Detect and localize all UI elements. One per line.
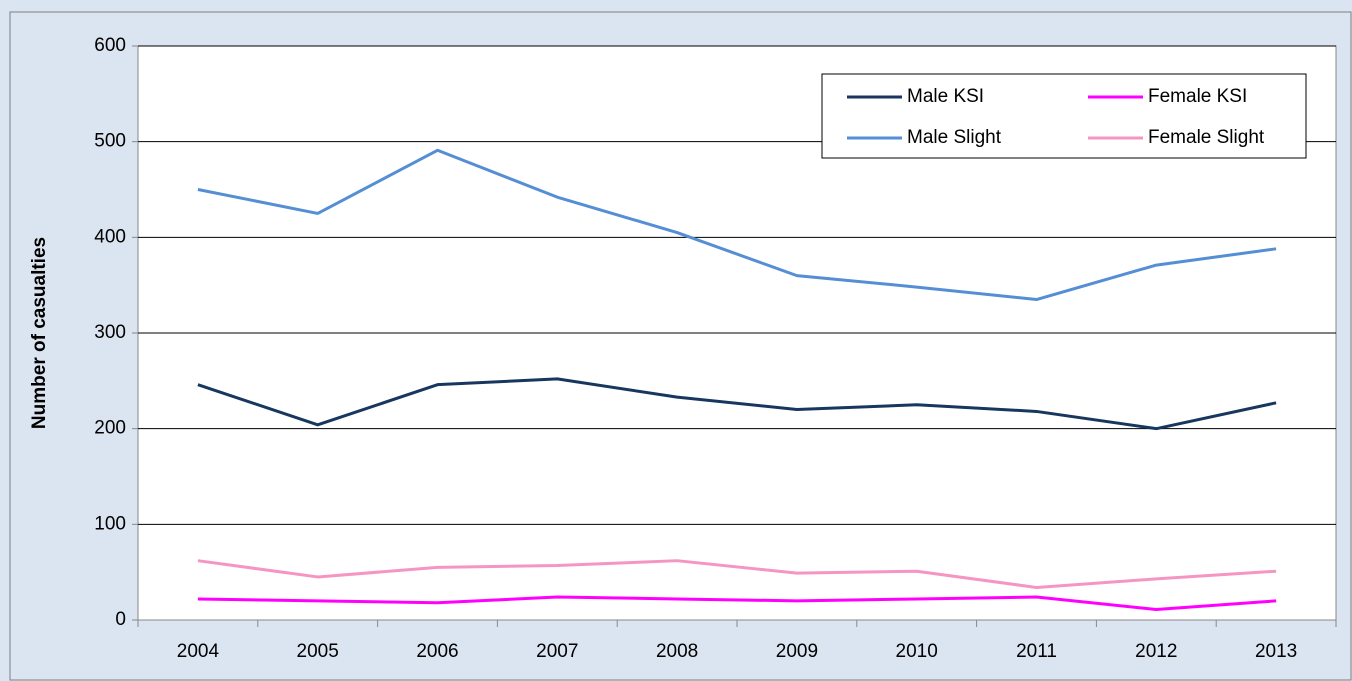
y-tick-label: 100 (94, 513, 126, 534)
legend-label: Female KSI (1148, 86, 1247, 107)
series-line (197, 377, 1277, 431)
y-tick-label: 400 (94, 226, 126, 247)
x-tick-label: 2004 (177, 641, 220, 662)
y-tick-label: 0 (115, 609, 126, 630)
legend-label: Female Slight (1148, 127, 1265, 148)
legend-label: Male Slight (907, 127, 1002, 148)
series-line (197, 148, 1277, 302)
y-tick-label: 500 (94, 131, 126, 152)
y-tick-label: 300 (94, 322, 126, 343)
legend-box (821, 73, 1307, 159)
x-tick-label: 2008 (656, 641, 698, 662)
x-tick-label: 2006 (416, 641, 458, 662)
x-tick-label: 2007 (536, 641, 578, 662)
x-tick-label: 2011 (1016, 641, 1057, 662)
x-tick-label: 2013 (1255, 641, 1297, 662)
series-line (197, 595, 1277, 611)
x-tick-label: 2010 (896, 641, 938, 662)
x-tick-label: 2005 (297, 641, 339, 662)
x-tick-label: 2009 (776, 641, 818, 662)
x-tick-label: 2012 (1135, 641, 1177, 662)
y-tick-label: 600 (94, 35, 126, 56)
legend-label: Male KSI (907, 86, 984, 107)
y-tick-label: 200 (94, 418, 126, 439)
y-axis-title: Number of casualties (29, 237, 50, 429)
series-line (197, 559, 1277, 589)
